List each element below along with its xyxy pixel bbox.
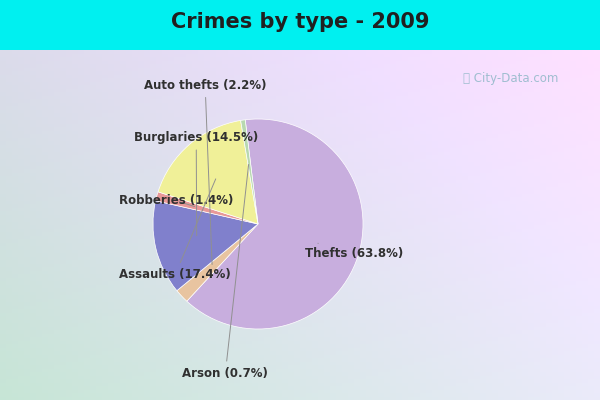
Text: Assaults (17.4%): Assaults (17.4%): [119, 179, 231, 281]
Text: Auto thefts (2.2%): Auto thefts (2.2%): [144, 79, 266, 264]
Wedge shape: [153, 201, 258, 291]
Text: Arson (0.7%): Arson (0.7%): [182, 164, 268, 380]
Text: ⓘ City-Data.com: ⓘ City-Data.com: [463, 72, 558, 85]
Text: Crimes by type - 2009: Crimes by type - 2009: [171, 12, 429, 32]
Wedge shape: [187, 119, 363, 329]
Text: Thefts (63.8%): Thefts (63.8%): [305, 243, 403, 260]
Wedge shape: [158, 120, 258, 224]
Wedge shape: [155, 192, 258, 224]
Text: Burglaries (14.5%): Burglaries (14.5%): [134, 131, 259, 236]
Text: Robberies (1.4%): Robberies (1.4%): [119, 194, 234, 207]
Wedge shape: [177, 224, 258, 301]
Wedge shape: [241, 120, 258, 224]
